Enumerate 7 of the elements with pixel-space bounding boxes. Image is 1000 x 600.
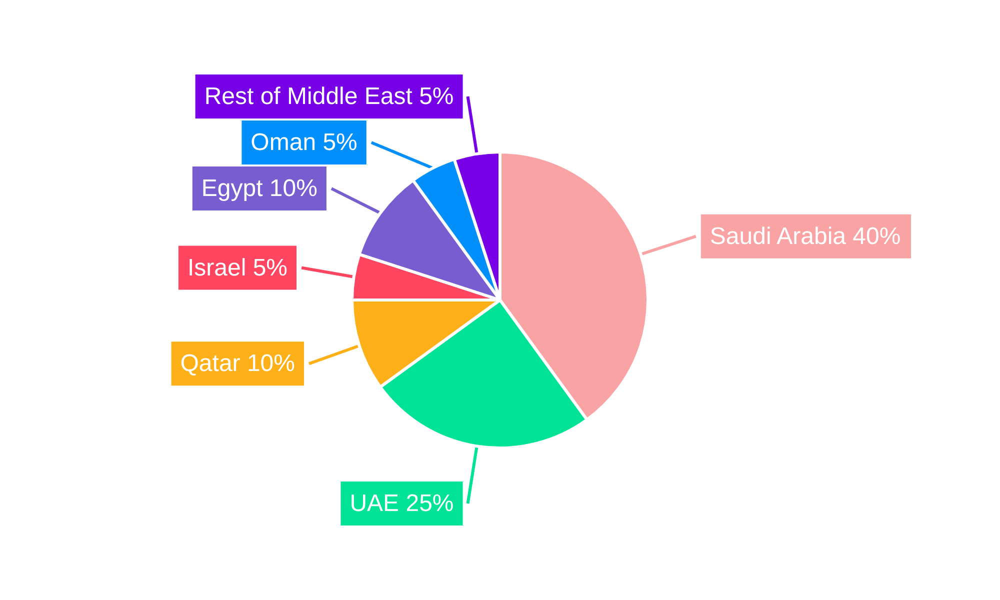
slice-label: Rest of Middle East 5% — [204, 83, 454, 110]
slice-label: Israel 5% — [187, 254, 288, 282]
slice-label: UAE 25% — [350, 490, 454, 517]
slice-label: Qatar 10% — [180, 350, 295, 378]
slice-label: Egypt 10% — [201, 175, 318, 202]
slice-label: Saudi Arabia 40% — [710, 222, 901, 250]
slice-label: Oman 5% — [250, 129, 358, 156]
